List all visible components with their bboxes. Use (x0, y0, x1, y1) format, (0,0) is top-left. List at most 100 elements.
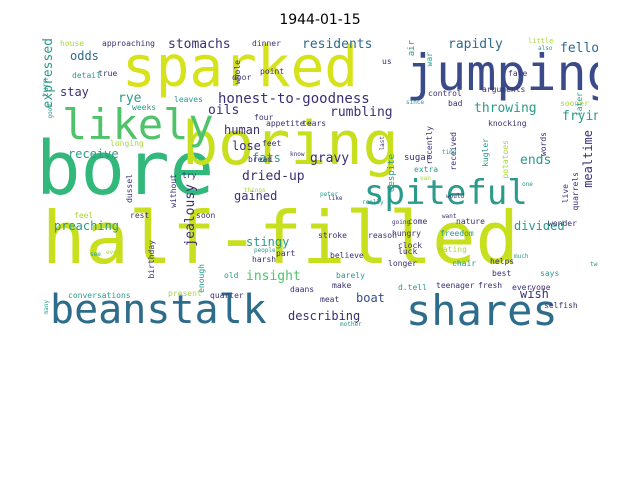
cloud-word: bore (42, 126, 215, 212)
cloud-word: longer (388, 259, 417, 268)
cloud-word: people (254, 247, 276, 254)
cloud-word: preaching (54, 219, 120, 233)
cloud-word: eating (438, 245, 467, 254)
cloud-word: would (446, 193, 465, 200)
cloud-word: jumping (406, 44, 598, 102)
cloud-word: last (379, 136, 386, 151)
cloud-word: expressed (42, 38, 56, 109)
cloud-word: despite (387, 154, 397, 192)
cloud-word: fats (252, 151, 281, 165)
cloud-word: freedom (440, 229, 474, 238)
cloud-word: barely (336, 271, 365, 280)
cloud-word: kugler (481, 138, 490, 167)
cloud-word: know (290, 151, 305, 158)
cloud-word: boat (356, 291, 385, 305)
cloud-word: dinner (252, 39, 281, 48)
cloud-word: really (362, 199, 384, 206)
cloud-word: also (538, 45, 553, 52)
cloud-word: stroke (318, 231, 347, 240)
cloud-word: two (590, 261, 598, 268)
cloud-word: honest-to-goodness (218, 91, 370, 107)
cloud-word: best (492, 269, 512, 278)
cloud-word: part (276, 249, 296, 258)
cloud-word: time (442, 149, 457, 156)
cloud-word: weeks (132, 103, 157, 112)
cloud-word: rapidly (448, 37, 503, 52)
cloud-word: birthday (147, 240, 156, 279)
cloud-word: half-filled (42, 196, 519, 280)
cloud-word: point (260, 67, 285, 76)
cloud-word: quarter (210, 291, 244, 300)
cloud-word: extra (414, 165, 439, 174)
cloud-word: recently (425, 126, 434, 165)
cloud-word: many (43, 300, 50, 315)
cloud-word: describing (288, 309, 361, 323)
cloud-word: detail (72, 71, 101, 80)
cloud-word: door (232, 73, 252, 82)
cloud-word: oils (208, 103, 240, 118)
cloud-word: knocking (488, 119, 527, 128)
cloud-word: without (169, 174, 178, 208)
cloud-word: mealtime (581, 130, 595, 188)
cloud-word: house (60, 39, 85, 48)
cloud-word: since (406, 99, 425, 106)
cloud-word: leaves (174, 95, 203, 104)
cloud-word: throwing (474, 101, 537, 116)
cloud-word: true (98, 69, 118, 78)
cloud-word: odds (70, 49, 99, 63)
cloud-word: turn (42, 78, 50, 98)
cloud-word: teenager (436, 281, 475, 290)
cloud-word: human (224, 123, 261, 137)
cloud-word: rye (118, 91, 142, 106)
cloud-word: luck (398, 247, 418, 256)
cloud-word: things (244, 187, 266, 194)
cloud-word: quarrels (571, 172, 580, 211)
cloud-word: whole (233, 60, 242, 85)
cloud-word: conversations (68, 291, 131, 300)
cloud-word: boring (182, 109, 399, 179)
cloud-word: spiteful (364, 173, 528, 213)
cloud-word: later (575, 92, 584, 117)
cloud-word: bread (248, 155, 273, 164)
cloud-word: harsh (252, 255, 277, 264)
cloud-word: make (332, 281, 352, 290)
cloud-word: sooner (560, 99, 589, 108)
cloud-word: hungry (392, 229, 421, 238)
cloud-word: come (408, 217, 428, 226)
cloud-word: going (392, 219, 411, 226)
cloud-word: much (514, 253, 529, 260)
cloud-word: face (508, 69, 528, 78)
cloud-word: bad (448, 99, 463, 108)
cloud-word: daans (290, 285, 315, 294)
cloud-word: approaching (102, 39, 155, 48)
cloud-word: longing (110, 139, 144, 148)
cloud-word: insight (246, 269, 301, 284)
cloud-word: dussel (125, 174, 134, 203)
cloud-word: feel (74, 211, 94, 220)
cloud-word: selfish (544, 301, 578, 310)
cloud-word: mother (340, 321, 362, 328)
cloud-word: stay (60, 85, 89, 99)
cloud-word: words (539, 132, 548, 157)
cloud-word: like (328, 195, 343, 202)
cloud-word: good (47, 104, 54, 119)
cloud-word: beanstalk (50, 287, 267, 333)
cloud-word: dried-up (242, 169, 305, 184)
cloud-word: believe (330, 251, 364, 260)
cloud-word: one (522, 181, 533, 188)
cloud-word: potatoes (501, 140, 510, 179)
cloud-word: appetite (266, 119, 305, 128)
cloud-word: see (90, 251, 101, 258)
chart-title: 1944-01-15 (279, 12, 361, 28)
cloud-word: stingy (246, 235, 290, 249)
cloud-word: nature (456, 217, 485, 226)
cloud-word: try (182, 171, 197, 180)
cloud-word: wonder (548, 219, 577, 228)
cloud-word: meat (320, 295, 340, 304)
cloud-word: us (382, 57, 392, 66)
cloud-word: receive (68, 147, 119, 161)
cloud-word: wish (520, 287, 549, 301)
cloud-word: clock (398, 241, 423, 250)
cloud-word: residents (302, 37, 373, 52)
cloud-word: chair (452, 259, 477, 268)
